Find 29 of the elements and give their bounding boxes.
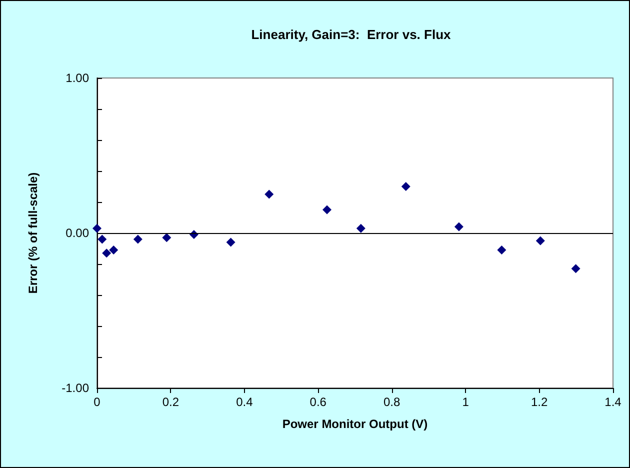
x-tick-label: 1 xyxy=(462,395,470,409)
point xyxy=(102,248,112,258)
x-tick-label: 0.4 xyxy=(236,395,254,409)
point xyxy=(536,236,545,246)
x-tick-label: 0.8 xyxy=(384,395,401,409)
point xyxy=(133,234,142,244)
x-tick-label: 0.6 xyxy=(310,395,327,409)
point xyxy=(98,234,107,244)
point xyxy=(497,246,506,255)
y-tick-label: 0.00 xyxy=(66,226,90,240)
x-tick-label: 1.2 xyxy=(530,395,548,409)
x-tick-label: 0 xyxy=(94,395,101,409)
point xyxy=(356,224,366,233)
point xyxy=(264,190,274,199)
x-axis-title: Power Monitor Output (V) xyxy=(282,417,428,431)
point xyxy=(401,182,410,191)
point xyxy=(92,224,102,233)
point xyxy=(571,264,580,274)
point xyxy=(162,233,172,242)
point xyxy=(226,238,236,247)
y-axis-title: Error (% of full-scale) xyxy=(26,172,40,294)
x-tick-label: 0.2 xyxy=(162,395,180,409)
point xyxy=(109,246,118,255)
chart-title: Linearity, Gain=3: Error vs. Flux xyxy=(251,27,452,42)
point xyxy=(454,222,464,232)
point xyxy=(322,205,332,214)
y-tick-label: -1.00 xyxy=(62,381,90,395)
y-tick-label: 1.00 xyxy=(66,71,90,85)
x-tick-label: 1.4 xyxy=(604,395,622,409)
